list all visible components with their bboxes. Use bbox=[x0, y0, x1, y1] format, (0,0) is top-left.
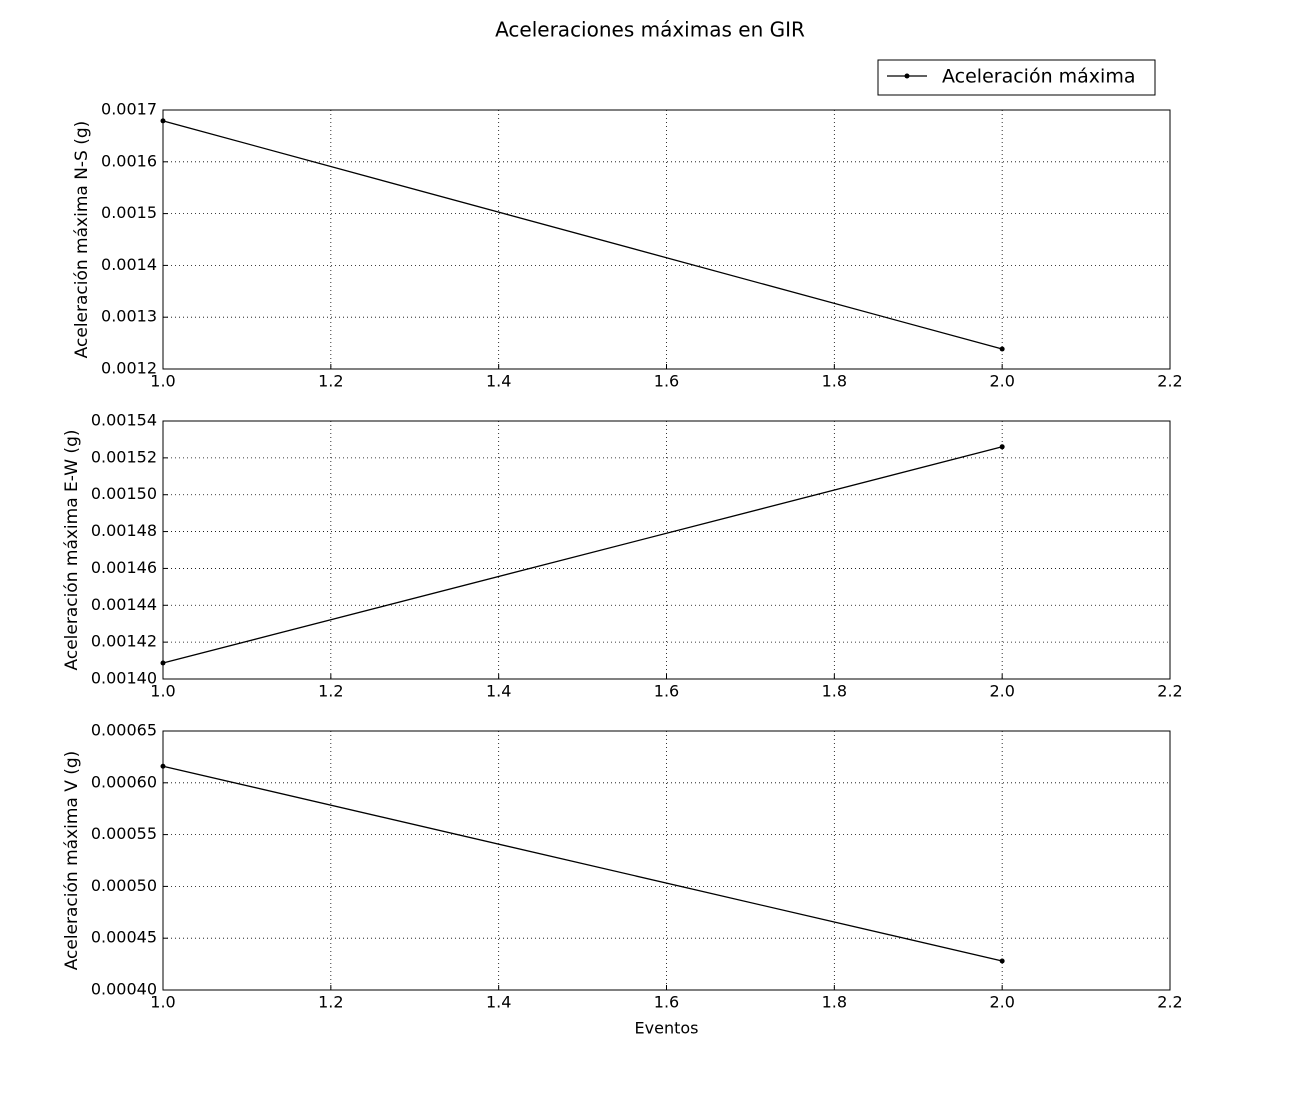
x-tick-label: 2.0 bbox=[989, 682, 1014, 701]
x-tick-label: 2.2 bbox=[1157, 682, 1182, 701]
plot-frame bbox=[162, 730, 1171, 991]
plot-frame bbox=[162, 420, 1171, 680]
chart-title: Aceleraciones máximas en GIR bbox=[495, 18, 805, 42]
x-tick-label: 1.4 bbox=[486, 372, 511, 391]
y-tick-label: 0.0015 bbox=[101, 203, 157, 222]
point bbox=[160, 763, 166, 769]
x-tick-label: 1.6 bbox=[654, 993, 679, 1012]
x-tick-label: 1.4 bbox=[486, 682, 511, 701]
x-tick-label: 1.0 bbox=[150, 372, 175, 391]
y-tick-label: 0.00050 bbox=[91, 876, 157, 895]
y-tick-label: 0.00060 bbox=[91, 772, 157, 791]
x-tick-label: 2.0 bbox=[989, 993, 1014, 1012]
y-tick-label: 0.0017 bbox=[101, 100, 157, 119]
point bbox=[160, 118, 166, 124]
x-axis-label: Eventos bbox=[635, 1019, 699, 1038]
point bbox=[999, 444, 1005, 450]
y-tick-label: 0.00140 bbox=[91, 669, 157, 688]
legend-marker bbox=[904, 73, 910, 79]
y-tick-label: 0.00146 bbox=[91, 558, 157, 577]
y-axis-label: Aceleración máxima E-W (g) bbox=[62, 430, 82, 671]
x-tick-label: 1.2 bbox=[318, 372, 343, 391]
point bbox=[160, 660, 166, 666]
x-tick-label: 2.2 bbox=[1157, 993, 1182, 1012]
y-tick-label: 0.00144 bbox=[91, 595, 157, 614]
legend-box bbox=[877, 59, 1156, 96]
line bbox=[162, 120, 1003, 350]
y-tick-label: 0.0016 bbox=[101, 151, 157, 170]
x-tick-label: 1.8 bbox=[822, 372, 847, 391]
y-tick-label: 0.00065 bbox=[91, 721, 157, 740]
y-tick-label: 0.00150 bbox=[91, 484, 157, 503]
y-tick-label: 0.0014 bbox=[101, 255, 157, 274]
x-tick-label: 1.6 bbox=[654, 682, 679, 701]
y-tick-label: 0.00055 bbox=[91, 824, 157, 843]
point bbox=[999, 346, 1005, 352]
x-tick-label: 1.2 bbox=[318, 993, 343, 1012]
x-tick-label: 1.6 bbox=[654, 372, 679, 391]
y-tick-label: 0.0013 bbox=[101, 307, 157, 326]
line bbox=[162, 765, 1003, 962]
x-tick-label: 2.2 bbox=[1157, 372, 1182, 391]
legend-label: Aceleración máxima bbox=[942, 66, 1135, 88]
y-axis-label: Aceleración máxima N-S (g) bbox=[72, 121, 92, 359]
x-tick-label: 1.4 bbox=[486, 993, 511, 1012]
line bbox=[162, 446, 1003, 664]
x-tick-label: 1.2 bbox=[318, 682, 343, 701]
y-tick-label: 0.00045 bbox=[91, 928, 157, 947]
x-tick-label: 1.0 bbox=[150, 682, 175, 701]
x-tick-label: 1.8 bbox=[822, 682, 847, 701]
y-tick-label: 0.0012 bbox=[101, 359, 157, 378]
point bbox=[999, 958, 1005, 964]
y-tick-label: 0.00040 bbox=[91, 980, 157, 999]
y-axis-label: Aceleración máxima V (g) bbox=[62, 751, 82, 971]
x-tick-label: 2.0 bbox=[989, 372, 1014, 391]
y-tick-label: 0.00152 bbox=[91, 447, 157, 466]
y-tick-label: 0.00154 bbox=[91, 411, 157, 430]
y-tick-label: 0.00148 bbox=[91, 521, 157, 540]
x-tick-label: 1.8 bbox=[822, 993, 847, 1012]
x-tick-label: 1.0 bbox=[150, 993, 175, 1012]
y-tick-label: 0.00142 bbox=[91, 632, 157, 651]
plot-frame bbox=[162, 109, 1171, 370]
